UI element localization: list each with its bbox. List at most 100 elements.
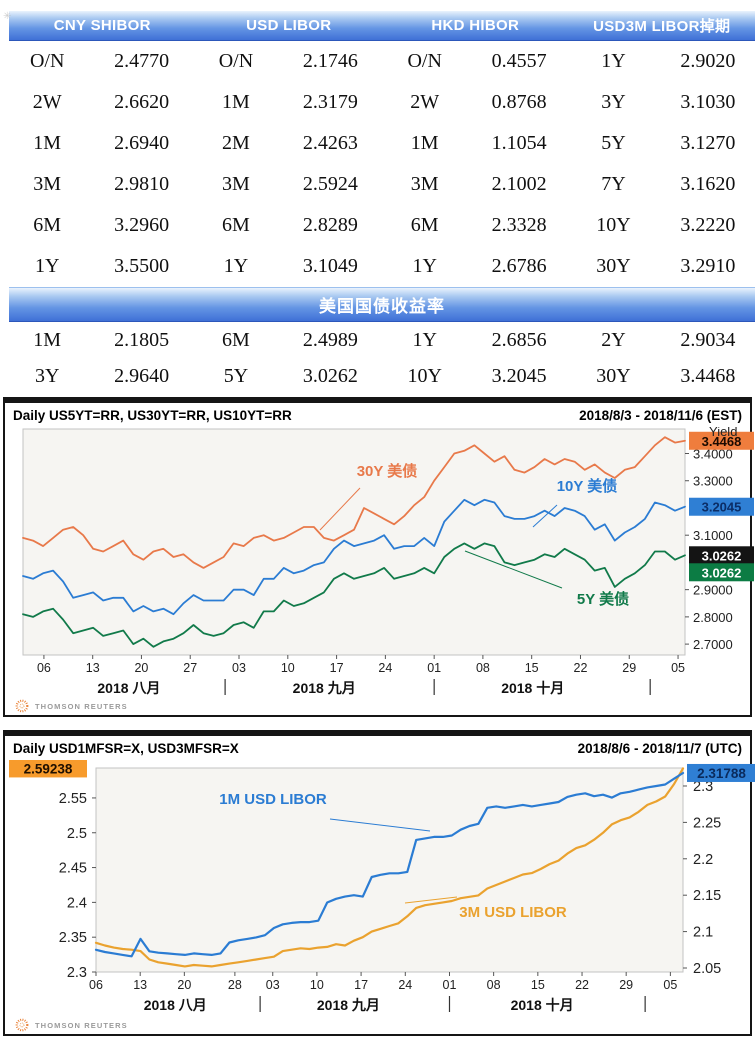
value-cell: 0.8768 xyxy=(472,91,566,114)
tenor-cell: O/N xyxy=(378,50,472,73)
chart1-date-range: 2018/8/3 - 2018/11/6 (EST) xyxy=(579,408,742,423)
tenor-cell: 1Y xyxy=(378,255,472,278)
series-label: 5Y 美债 xyxy=(577,590,629,608)
x-tick-label: 01 xyxy=(443,978,457,992)
y-tick-label: 3.1000 xyxy=(693,528,733,543)
x-tick-label: 08 xyxy=(487,978,501,992)
tenor-cell: 3Y xyxy=(0,365,94,388)
chart2-logo-row: THOMSON REUTERS xyxy=(5,1016,750,1034)
value-cell: 3.1620 xyxy=(661,173,755,196)
month-label: 2018 九月 xyxy=(293,680,356,696)
tenor-cell: 5Y xyxy=(566,132,660,155)
tenor-cell: 1Y xyxy=(566,50,660,73)
value-cell: 2.1805 xyxy=(94,329,188,352)
month-label: 2018 八月 xyxy=(97,680,160,696)
value-cell: 2.5924 xyxy=(283,173,377,196)
tenor-cell: 3M xyxy=(189,173,283,196)
thomson-reuters-logo-text: THOMSON REUTERS xyxy=(35,1021,128,1030)
column-header-usd3m-libor-swap: USD3M LIBOR掉期 xyxy=(569,15,755,36)
y-tick-label: 2.5 xyxy=(67,826,87,842)
column-header-hkd-hibor: HKD HIBOR xyxy=(382,17,569,34)
y-tick-label: 2.3 xyxy=(67,965,87,981)
x-tick-label: 24 xyxy=(398,978,412,992)
chart2-title: Daily USD1MFSR=X, USD3MFSR=X xyxy=(13,741,239,756)
y-tick-label: 2.4 xyxy=(67,895,87,911)
value-cell: 2.4770 xyxy=(94,50,188,73)
x-tick-label: 05 xyxy=(663,978,677,992)
treasury-header: 美国国债收益率 xyxy=(9,287,755,322)
value-cell: 2.9034 xyxy=(661,329,755,352)
chart1-logo-row: THOMSON REUTERS xyxy=(5,697,750,715)
tenor-cell: 6M xyxy=(378,214,472,237)
tenor-cell: 10Y xyxy=(378,365,472,388)
x-tick-label: 13 xyxy=(133,978,147,992)
x-tick-label: 03 xyxy=(232,661,246,675)
x-tick-label: 28 xyxy=(228,978,242,992)
y-tick-label: 2.7000 xyxy=(693,637,733,652)
y-tick-label: 2.55 xyxy=(59,791,87,807)
x-tick-label: 29 xyxy=(619,978,633,992)
column-header-usd-libor: USD LIBOR xyxy=(196,17,383,34)
tenor-cell: 2Y xyxy=(566,329,660,352)
x-tick-label: 27 xyxy=(183,661,197,675)
value-cell: 2.9640 xyxy=(94,365,188,388)
chart1-title: Daily US5YT=RR, US30YT=RR, US10YT=RR xyxy=(13,408,292,423)
x-tick-label: 06 xyxy=(37,661,51,675)
value-cell: 3.1270 xyxy=(661,132,755,155)
y-tick-label: 2.2 xyxy=(693,852,713,868)
y-tick-label: 2.05 xyxy=(693,961,721,977)
x-tick-label: 08 xyxy=(476,661,490,675)
tenor-cell: 1M xyxy=(0,132,94,155)
tenor-cell: 2W xyxy=(0,91,94,114)
tenor-cell: 7Y xyxy=(566,173,660,196)
chart2-header: Daily USD1MFSR=X, USD3MFSR=X 2018/8/6 - … xyxy=(5,736,750,760)
value-cell: 3.1049 xyxy=(283,255,377,278)
x-tick-label: 20 xyxy=(177,978,191,992)
thomson-reuters-logo-text: THOMSON REUTERS xyxy=(35,702,128,711)
value-cell: 2.3328 xyxy=(472,214,566,237)
value-cell: 2.9810 xyxy=(94,173,188,196)
x-tick-label: 10 xyxy=(281,661,295,675)
value-cell: 2.6620 xyxy=(94,91,188,114)
chart2-date-range: 2018/8/6 - 2018/11/7 (UTC) xyxy=(578,741,742,756)
last-price-label: 3.0262 xyxy=(702,565,742,580)
y-tick-label: 2.15 xyxy=(693,888,721,904)
x-tick-label: 20 xyxy=(134,661,148,675)
x-tick-label: 01 xyxy=(427,661,441,675)
value-cell: 2.6786 xyxy=(472,255,566,278)
treasury-yield-chart-frame: Daily US5YT=RR, US30YT=RR, US10YT=RR 201… xyxy=(3,397,752,717)
x-tick-label: 29 xyxy=(622,661,636,675)
value-cell: 3.2960 xyxy=(94,214,188,237)
tenor-cell: 2M xyxy=(189,132,283,155)
column-header-cny-shibor: CNY SHIBOR xyxy=(9,17,196,34)
tenor-cell: 6M xyxy=(189,329,283,352)
tenor-cell: 10Y xyxy=(566,214,660,237)
y-tick-label: 2.1 xyxy=(693,925,713,941)
axis-title: Yield xyxy=(709,427,737,439)
x-tick-label: 03 xyxy=(266,978,280,992)
x-tick-label: 24 xyxy=(378,661,392,675)
value-cell: 3.2045 xyxy=(472,365,566,388)
tenor-cell: 1Y xyxy=(378,329,472,352)
rate-table: CNY SHIBOR USD LIBOR HKD HIBOR USD3M LIB… xyxy=(0,11,755,287)
value-cell: 3.2910 xyxy=(661,255,755,278)
month-label: 2018 十月 xyxy=(511,997,574,1013)
value-cell: 0.4557 xyxy=(472,50,566,73)
value-cell: 3.0262 xyxy=(283,365,377,388)
tenor-cell: 1Y xyxy=(189,255,283,278)
value-cell: 3.2220 xyxy=(661,214,755,237)
x-tick-label: 15 xyxy=(531,978,545,992)
tenor-cell: O/N xyxy=(189,50,283,73)
y-tick-label: 2.35 xyxy=(59,930,87,946)
y-tick-label: 2.25 xyxy=(693,815,721,831)
value-cell: 2.6856 xyxy=(472,329,566,352)
value-cell: 3.4468 xyxy=(661,365,755,388)
tenor-cell: 1Y xyxy=(0,255,94,278)
tenor-cell: 5Y xyxy=(189,365,283,388)
